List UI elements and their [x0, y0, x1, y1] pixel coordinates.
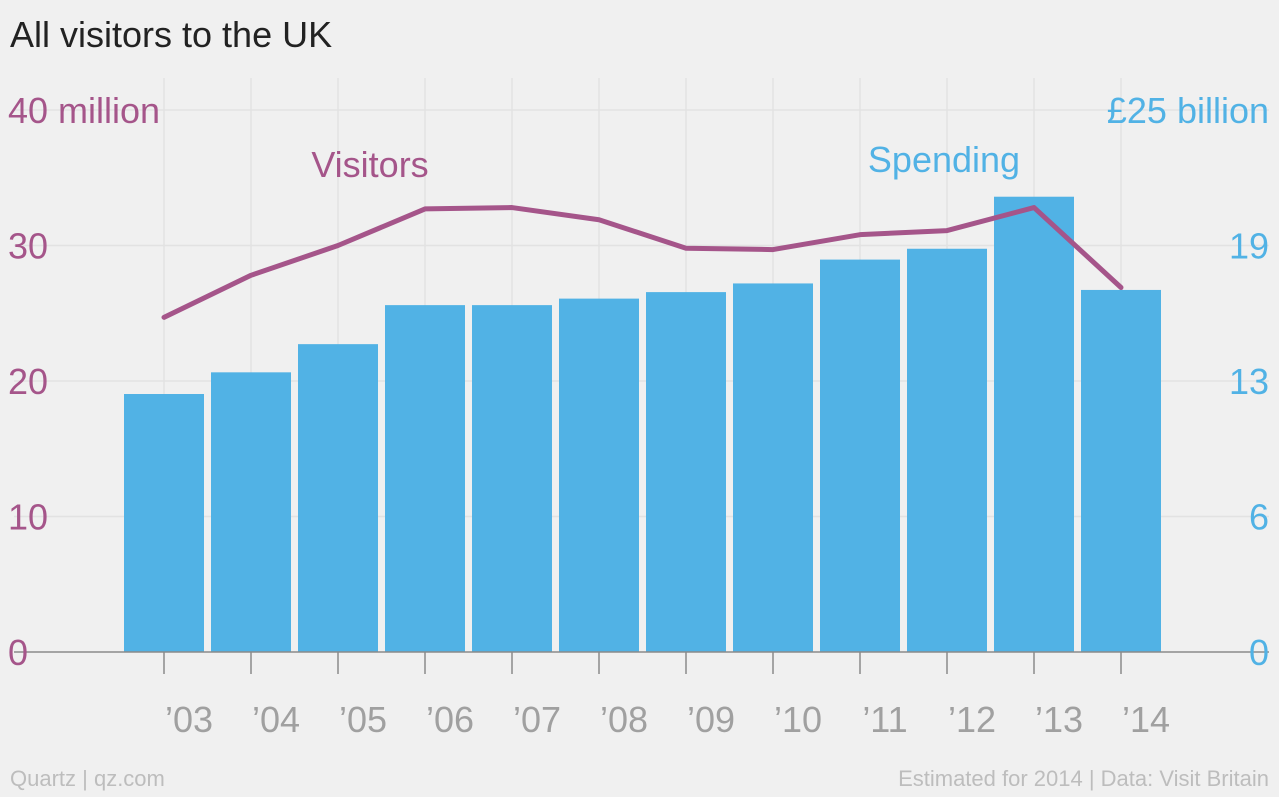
spending-bar [124, 394, 204, 652]
x-tick-label: ’09 [687, 699, 735, 740]
x-tick-label: ’03 [165, 699, 213, 740]
axes: ’03 ’04 ’05 ’06 ’07 ’08 ’09 ’10 ’11 ’12 ’13 ’14 0 10 2… [8, 90, 1269, 740]
x-tick-label: ’07 [513, 699, 561, 740]
spending-bar [559, 298, 639, 652]
spending-bar [298, 344, 378, 652]
spending-bar [820, 259, 900, 652]
spending-bar [472, 305, 552, 652]
x-tick-label: ’05 [339, 699, 387, 740]
spending-bar [646, 292, 726, 652]
visitors-line-path [161, 205, 1124, 320]
x-tick-label: ’14 [1122, 699, 1170, 740]
spending-bar [994, 196, 1074, 652]
spending-bar [385, 305, 465, 652]
y-right-tick-label: 19 [1229, 226, 1269, 267]
spending-bar [907, 248, 987, 652]
x-tick-label: ’10 [774, 699, 822, 740]
series-labels: Visitors Spending [311, 139, 1020, 185]
y-left-tick-label: 40 million [8, 90, 160, 131]
x-tick-label: ’06 [426, 699, 474, 740]
x-tick-label: ’04 [252, 699, 300, 740]
visitors-line [161, 205, 1124, 320]
y-right-tick-label: £25 billion [1107, 90, 1269, 131]
x-tick-label: ’13 [1035, 699, 1083, 740]
y-left-tick-label: 20 [8, 361, 48, 402]
y-left-tick-label: 0 [8, 632, 28, 673]
x-tick-label: ’08 [600, 699, 648, 740]
spending-bars [124, 196, 1161, 652]
footer-source-left: Quartz | qz.com [10, 766, 165, 791]
spending-bar [1081, 289, 1161, 652]
spending-bar [211, 372, 291, 652]
x-tick-label: ’11 [862, 699, 907, 740]
chart-title: All visitors to the UK [10, 14, 333, 55]
spending-series-label: Spending [868, 139, 1020, 180]
x-tick-label: ’12 [948, 699, 996, 740]
visitors-series-label: Visitors [311, 144, 428, 185]
y-right-tick-label: 0 [1249, 632, 1269, 673]
y-left-tick-label: 30 [8, 226, 48, 267]
footer-source-right: Estimated for 2014 | Data: Visit Britain [898, 766, 1269, 791]
y-right-tick-label: 6 [1249, 497, 1269, 538]
spending-bar [733, 283, 813, 652]
y-right-tick-label: 13 [1229, 361, 1269, 402]
y-left-tick-label: 10 [8, 497, 48, 538]
